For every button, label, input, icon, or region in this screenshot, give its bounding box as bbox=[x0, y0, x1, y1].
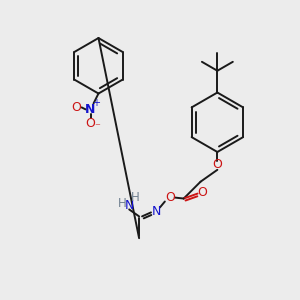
Text: +: + bbox=[92, 98, 101, 108]
Text: O: O bbox=[72, 101, 82, 114]
Text: H: H bbox=[131, 191, 140, 204]
Text: ⁻: ⁻ bbox=[94, 122, 100, 132]
Text: H: H bbox=[118, 197, 127, 210]
Text: N: N bbox=[85, 103, 96, 116]
Text: N: N bbox=[151, 205, 160, 218]
Text: O: O bbox=[198, 186, 207, 199]
Text: O: O bbox=[212, 158, 222, 171]
Text: O: O bbox=[165, 191, 175, 204]
Text: O: O bbox=[85, 117, 95, 130]
Text: N: N bbox=[124, 199, 134, 212]
